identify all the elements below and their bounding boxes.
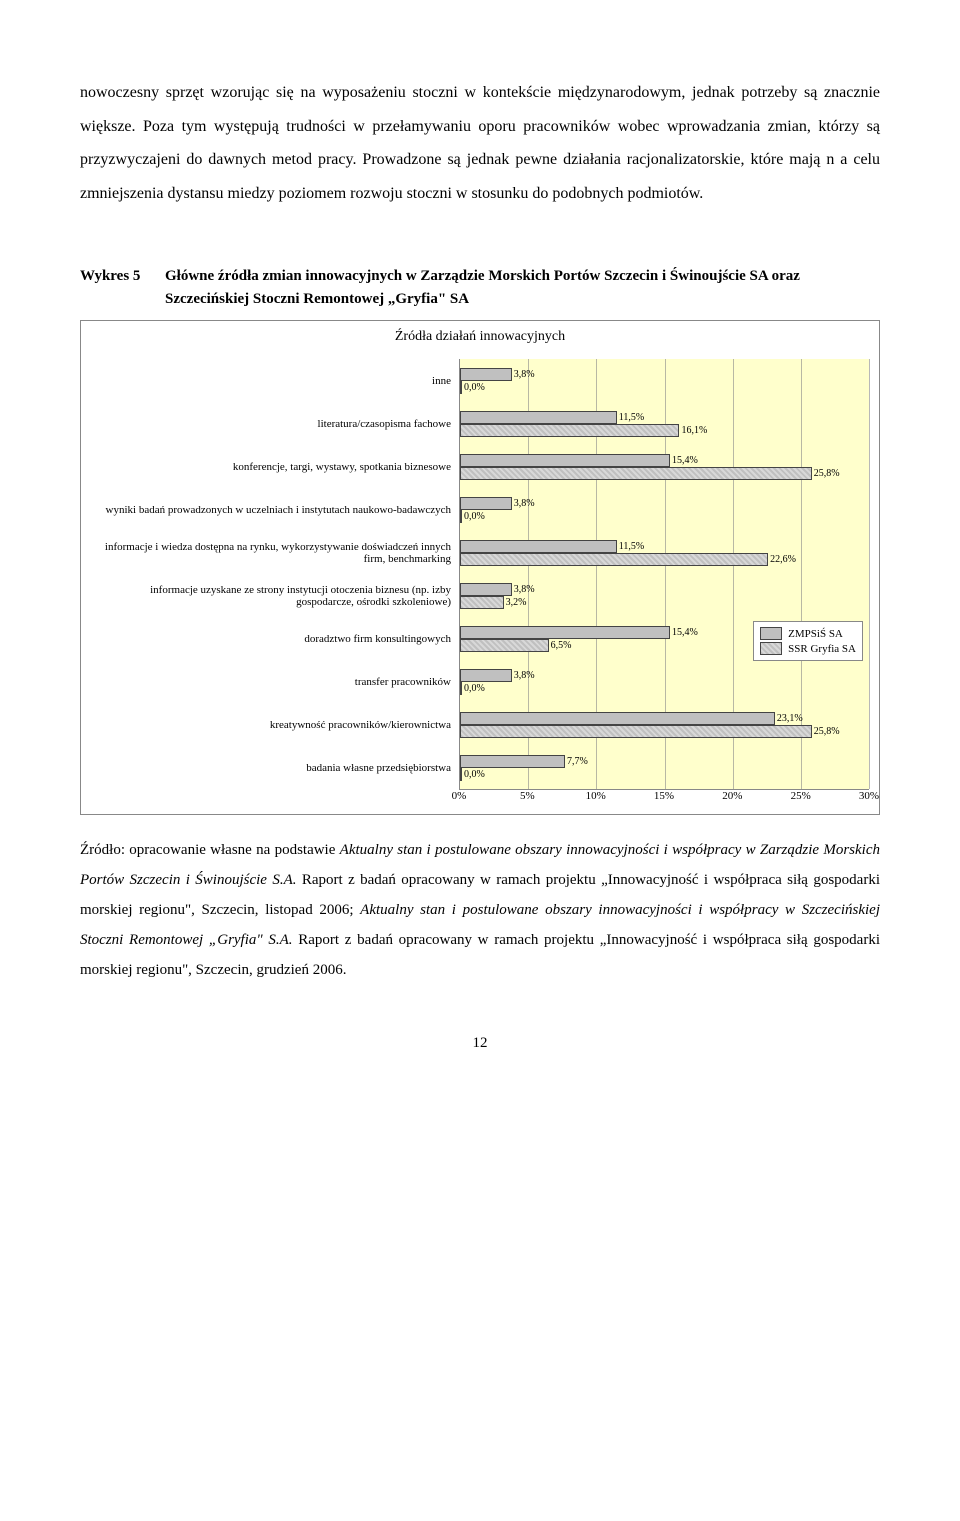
category-label: informacje uzyskane ze strony instytucji…	[91, 574, 451, 617]
caption-label: Wykres 5	[80, 265, 165, 310]
category-label: wyniki badań prowadzonych w uczelniach i…	[91, 488, 451, 531]
chart: Źródła działań innowacyjnych inneliterat…	[80, 320, 880, 815]
bar-series-a: 3,8%	[460, 583, 512, 596]
bar-series-a: 3,8%	[460, 669, 512, 682]
source-citation: Źródło: opracowanie własne na podstawie …	[80, 835, 880, 985]
bar-series-a: 7,7%	[460, 755, 565, 768]
bar-value-label: 3,8%	[511, 584, 535, 595]
bar-value-label: 7,7%	[564, 756, 588, 767]
category-label: literatura/czasopisma fachowe	[91, 402, 451, 445]
category-label: inne	[91, 359, 451, 402]
category-label: badania własne przedsiębiorstwa	[91, 746, 451, 789]
caption-text: Główne źródła zmian innowacyjnych w Zarz…	[165, 265, 880, 310]
bar-series-b: 16,1%	[460, 424, 679, 437]
bar-series-a: 11,5%	[460, 411, 617, 424]
bar-value-label: 15,4%	[669, 455, 698, 466]
legend-swatch	[760, 627, 782, 640]
bar-value-label: 11,5%	[616, 412, 644, 423]
bar-series-b: 0,0%	[460, 381, 462, 394]
bar-value-label: 0,0%	[461, 769, 485, 780]
bar-value-label: 3,8%	[511, 498, 535, 509]
x-axis-tick: 10%	[586, 790, 606, 802]
bar-series-b: 25,8%	[460, 467, 812, 480]
figure-caption: Wykres 5 Główne źródła zmian innowacyjny…	[80, 265, 880, 310]
x-axis-tick: 30%	[859, 790, 879, 802]
x-axis-tick: 25%	[791, 790, 811, 802]
bar-series-a: 11,5%	[460, 540, 617, 553]
bar-series-b: 0,0%	[460, 682, 462, 695]
bar-value-label: 11,5%	[616, 541, 644, 552]
x-axis-tick: 20%	[722, 790, 742, 802]
bar-series-b: 25,8%	[460, 725, 812, 738]
chart-title: Źródła działań innowacyjnych	[91, 329, 869, 345]
category-label: doradztwo firm konsultingowych	[91, 617, 451, 660]
bar-series-a: 3,8%	[460, 497, 512, 510]
source-prefix: Źródło: opracowanie własne na podstawie	[80, 842, 340, 858]
bar-value-label: 3,8%	[511, 369, 535, 380]
category-label: konferencje, targi, wystawy, spotkania b…	[91, 445, 451, 488]
bar-series-a: 23,1%	[460, 712, 775, 725]
bar-series-b: 0,0%	[460, 510, 462, 523]
bar-series-a: 15,4%	[460, 626, 670, 639]
bar-value-label: 15,4%	[669, 627, 698, 638]
bar-value-label: 25,8%	[811, 468, 840, 479]
x-axis-tick: 0%	[452, 790, 467, 802]
category-label: kreatywność pracowników/kierownictwa	[91, 703, 451, 746]
bar-value-label: 16,1%	[678, 425, 707, 436]
bar-series-a: 15,4%	[460, 454, 670, 467]
legend-label: SSR Gryfia SA	[788, 643, 856, 655]
legend-label: ZMPSiŚ SA	[788, 628, 843, 640]
x-axis-tick: 15%	[654, 790, 674, 802]
bar-value-label: 25,8%	[811, 726, 840, 737]
legend-swatch	[760, 642, 782, 655]
category-label: informacje i wiedza dostępna na rynku, w…	[91, 531, 451, 574]
bar-value-label: 22,6%	[767, 554, 796, 565]
page-number: 12	[80, 1035, 880, 1052]
bar-series-b: 6,5%	[460, 639, 549, 652]
chart-legend: ZMPSiŚ SA SSR Gryfia SA	[753, 621, 863, 661]
bar-value-label: 23,1%	[774, 713, 803, 724]
category-label: transfer pracowników	[91, 660, 451, 703]
bar-series-a: 3,8%	[460, 368, 512, 381]
bar-series-b: 22,6%	[460, 553, 768, 566]
bar-series-b: 0,0%	[460, 768, 462, 781]
bar-value-label: 0,0%	[461, 683, 485, 694]
bar-value-label: 6,5%	[548, 640, 572, 651]
bar-value-label: 0,0%	[461, 511, 485, 522]
bar-value-label: 3,2%	[503, 597, 527, 608]
body-paragraph: nowoczesny sprzęt wzorując się na wyposa…	[80, 76, 880, 210]
bar-value-label: 0,0%	[461, 382, 485, 393]
bar-value-label: 3,8%	[511, 670, 535, 681]
bar-series-b: 3,2%	[460, 596, 504, 609]
x-axis-tick: 5%	[520, 790, 535, 802]
